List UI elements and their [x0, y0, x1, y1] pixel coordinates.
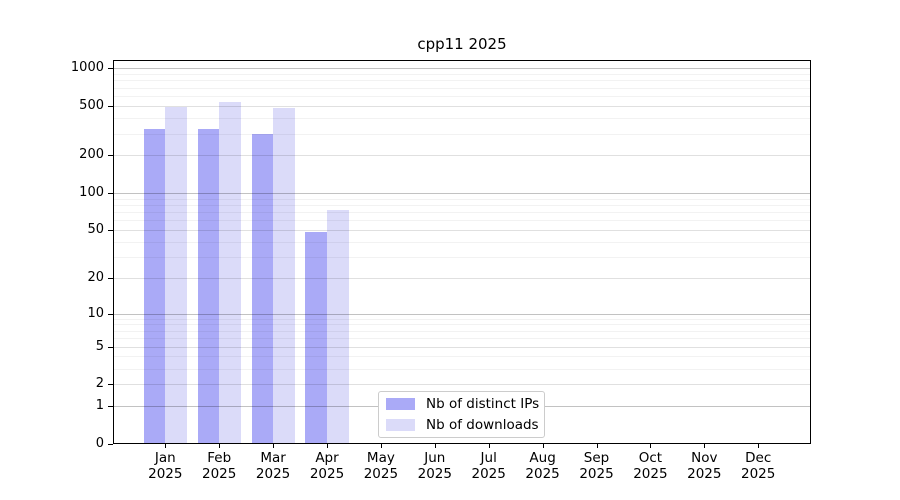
- gridline-minor: [114, 220, 810, 222]
- gridline-major: [114, 68, 810, 70]
- bar-nb-of-distinct-ips-mar: [251, 134, 274, 444]
- gridline-minor: [114, 241, 810, 243]
- y-tick-label: 50: [87, 222, 104, 238]
- gridline-minor: [114, 330, 810, 332]
- x-tick: [327, 444, 328, 448]
- x-tick: [273, 444, 275, 448]
- x-tick-label: Mar 2025: [255, 450, 291, 482]
- gridline-major: [114, 230, 810, 232]
- y-tick-label: 2: [95, 376, 104, 392]
- gridline-minor: [114, 338, 810, 340]
- gridline-major: [114, 155, 810, 157]
- y-tick-label: 1: [95, 398, 104, 414]
- gridline-minor: [114, 133, 810, 135]
- y-tick: [108, 105, 113, 107]
- x-tick: [758, 444, 760, 448]
- x-tick-label: Nov 2025: [687, 450, 722, 482]
- x-tick-label: Apr 2025: [309, 450, 345, 482]
- gridline-minor: [114, 95, 810, 97]
- x-tick: [596, 444, 598, 448]
- x-tick: [488, 444, 490, 448]
- x-tick-label: Oct 2025: [633, 450, 668, 482]
- bar-nb-of-downloads-feb: [219, 102, 241, 444]
- y-tick: [108, 68, 113, 70]
- legend-swatch-nb-of-downloads: [386, 418, 415, 431]
- x-tick-label: Jan 2025: [148, 450, 183, 482]
- gridline-minor: [114, 212, 810, 214]
- gridline-minor: [114, 257, 810, 259]
- x-tick-label: Aug 2025: [525, 450, 560, 482]
- legend-swatch-nb-of-distinct-ips: [386, 398, 415, 411]
- bar-nb-of-downloads-jan: [165, 106, 187, 444]
- gridline-minor: [114, 117, 810, 119]
- bar-nb-of-downloads-apr: [327, 209, 349, 444]
- bar-nb-of-distinct-ips-feb: [197, 129, 220, 444]
- gridline-major: [114, 105, 810, 107]
- gridline-minor: [114, 73, 810, 75]
- y-tick-label: 5: [95, 338, 104, 354]
- x-tick: [219, 444, 221, 448]
- x-tick: [650, 444, 652, 448]
- y-tick: [108, 230, 113, 232]
- y-tick-label: 10: [87, 305, 104, 321]
- gridline-minor: [114, 204, 810, 206]
- legend: Nb of distinct IPs Nb of downloads: [378, 391, 545, 438]
- x-tick: [434, 444, 436, 448]
- y-tick-label: 20: [87, 270, 104, 286]
- gridline-minor: [114, 324, 810, 326]
- x-tick-label: May 2025: [363, 450, 399, 482]
- y-tick: [108, 406, 113, 408]
- y-tick-label: 1000: [70, 60, 104, 76]
- y-tick: [108, 278, 113, 280]
- x-tick-label: Jul 2025: [471, 450, 506, 482]
- y-tick-label: 0: [95, 436, 104, 451]
- y-tick: [108, 384, 113, 386]
- y-tick-label: 100: [79, 184, 104, 200]
- legend-entry: Nb of distinct IPs: [386, 396, 540, 413]
- legend-label: Nb of downloads: [426, 416, 539, 433]
- gridline-major: [114, 313, 810, 315]
- x-tick-label: Jun 2025: [417, 450, 452, 482]
- gridline-minor: [114, 318, 810, 320]
- x-tick-label: Feb 2025: [202, 450, 237, 482]
- gridline-minor: [114, 87, 810, 89]
- chart-title: cpp11 2025: [417, 35, 507, 53]
- legend-entry: Nb of downloads: [386, 416, 539, 434]
- gridline-major: [114, 192, 810, 194]
- y-tick: [108, 346, 113, 348]
- gridline-minor: [114, 368, 810, 370]
- x-tick-label: Sep 2025: [579, 450, 614, 482]
- x-tick: [165, 444, 167, 448]
- legend-label: Nb of distinct IPs: [426, 396, 540, 413]
- gridline-minor: [114, 198, 810, 200]
- x-tick: [542, 444, 544, 448]
- gridline-major: [114, 278, 810, 280]
- bar-nb-of-distinct-ips-jan: [143, 129, 166, 444]
- y-tick: [108, 155, 113, 157]
- gridline-minor: [114, 356, 810, 358]
- x-tick: [380, 444, 382, 448]
- bar-nb-of-downloads-mar: [273, 107, 295, 444]
- y-tick-label: 500: [79, 97, 104, 113]
- y-tick: [108, 444, 113, 445]
- y-tick: [108, 192, 113, 194]
- x-tick: [704, 444, 706, 448]
- gridline-major: [114, 346, 810, 348]
- gridline-major: [114, 384, 810, 386]
- gridline-minor: [114, 80, 810, 82]
- y-tick-label: 200: [79, 147, 104, 163]
- bar-nb-of-distinct-ips-apr: [305, 232, 327, 444]
- x-tick-label: Dec 2025: [741, 450, 776, 482]
- y-tick: [108, 313, 113, 315]
